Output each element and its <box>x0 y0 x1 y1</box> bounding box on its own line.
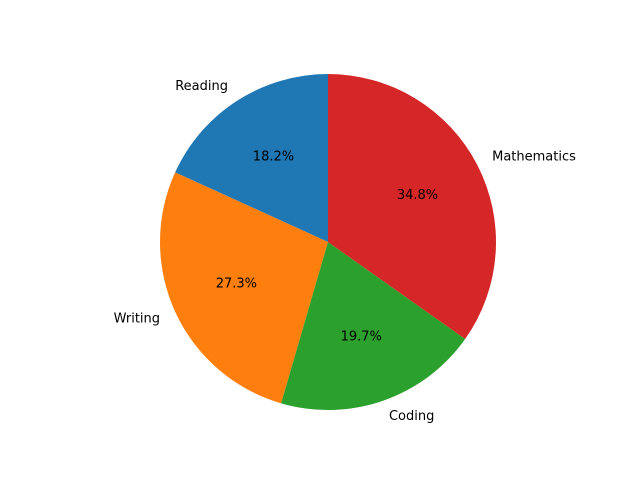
slice-label-writing: Writing <box>114 312 160 327</box>
slice-label-coding: Coding <box>389 409 434 424</box>
slice-label-reading: Reading <box>175 79 228 94</box>
pie-slice-writing <box>159 172 328 404</box>
slice-label-mathematics: Mathematics <box>492 150 576 165</box>
slice-percent-mathematics: 34.8% <box>397 188 438 203</box>
slice-percent-reading: 18.2% <box>253 150 294 165</box>
pie-slices <box>159 74 496 410</box>
pie-slice-reading <box>175 74 328 242</box>
pie-labels: Reading 18.2% Writing 27.3% Coding 19.7% Mathe… <box>114 79 577 424</box>
pie-slice-coding <box>281 242 466 410</box>
pie-slice-mathematics <box>328 74 496 340</box>
slice-percent-coding: 19.7% <box>341 330 382 345</box>
slice-percent-writing: 27.3% <box>216 277 257 292</box>
